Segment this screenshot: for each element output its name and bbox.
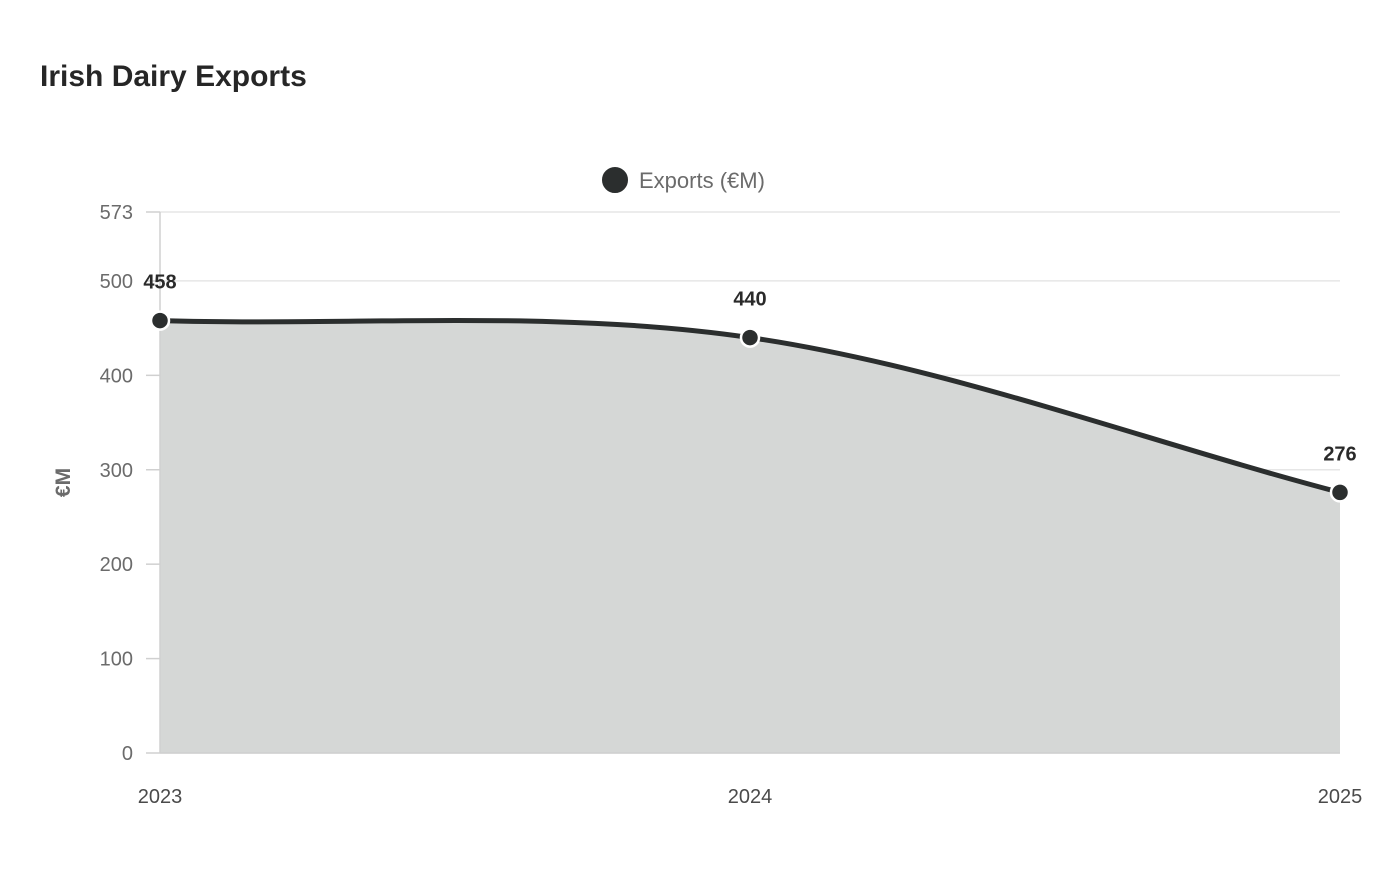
label-layer: 458 440 276 bbox=[143, 272, 1356, 466]
data-label: 276 bbox=[1323, 443, 1356, 465]
y-tick-label: 400 bbox=[100, 365, 133, 387]
series-area-fill bbox=[160, 320, 1340, 753]
x-tick-label: 2023 bbox=[138, 786, 183, 808]
chart-title: Irish Dairy Exports bbox=[40, 60, 307, 93]
y-axis-label: €M bbox=[52, 468, 75, 497]
legend-marker[interactable] bbox=[600, 165, 630, 195]
area-layer bbox=[157, 317, 1343, 753]
y-tick-label: 0 bbox=[122, 743, 133, 765]
y-tick-label: 573 bbox=[100, 202, 133, 224]
data-label: 458 bbox=[143, 272, 176, 294]
legend-label[interactable]: Exports (€M) bbox=[639, 168, 765, 193]
y-tick-label: 200 bbox=[100, 554, 133, 576]
x-tick-label: 2024 bbox=[728, 786, 773, 808]
y-tick-label: 300 bbox=[100, 460, 133, 482]
legend[interactable]: Exports (€M) bbox=[600, 165, 765, 195]
point-layer bbox=[149, 310, 1351, 503]
axis-layer: 0 100 200 300 400 500 573 2023 2024 2025 €M bbox=[52, 202, 1362, 808]
y-tick-label: 500 bbox=[100, 271, 133, 293]
data-point[interactable] bbox=[1329, 482, 1351, 503]
y-tick-label: 100 bbox=[100, 649, 133, 671]
data-point[interactable] bbox=[739, 327, 761, 348]
data-label: 440 bbox=[733, 289, 766, 311]
data-point[interactable] bbox=[149, 310, 171, 331]
x-tick-label: 2025 bbox=[1318, 786, 1363, 808]
